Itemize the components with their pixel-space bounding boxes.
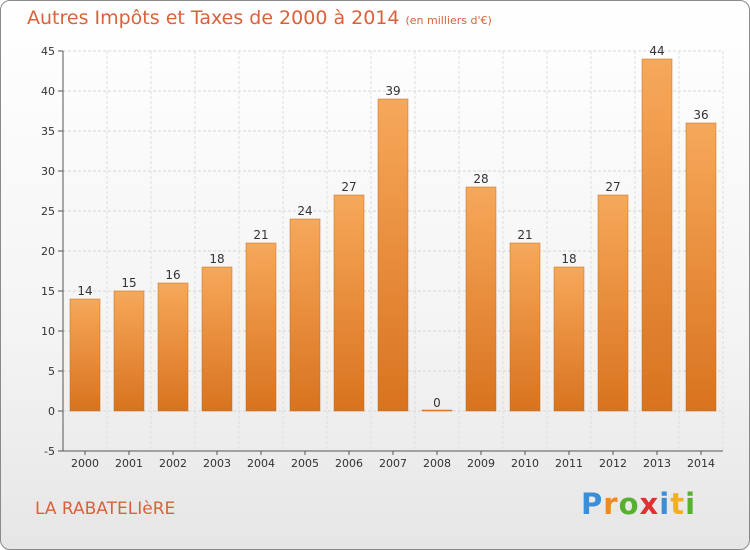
value-label-2009: 28 — [473, 172, 488, 186]
bar-2001 — [113, 290, 145, 412]
logo-letter-1: r — [603, 487, 619, 521]
logo-letter-6: i — [685, 487, 697, 521]
y-tick-label: -5 — [44, 445, 55, 458]
y-tick-label: 0 — [48, 405, 55, 418]
value-label-2004: 21 — [253, 228, 268, 242]
value-label-2002: 16 — [165, 268, 180, 282]
unit-note: (en milliers d'€) — [405, 14, 492, 27]
logo-letter-0: P — [581, 487, 604, 521]
value-label-2006: 27 — [341, 180, 356, 194]
x-tick-label-2007: 2007 — [379, 457, 407, 470]
bar-layer — [69, 58, 717, 412]
x-tick-label-2001: 2001 — [115, 457, 143, 470]
chart-title-text: Autres Impôts et Taxes de 2000 à 2014 — [27, 7, 400, 29]
x-tick-label-2014: 2014 — [687, 457, 715, 470]
x-tick-label-2000: 2000 — [71, 457, 99, 470]
value-label-2013: 44 — [649, 44, 664, 58]
y-tick-label: 20 — [41, 245, 55, 258]
value-label-2010: 21 — [517, 228, 532, 242]
value-label-2007: 39 — [385, 84, 400, 98]
commune-name: LA RABATELIèRE — [35, 499, 176, 519]
x-tick-label-2012: 2012 — [599, 457, 627, 470]
logo-letter-2: o — [618, 487, 640, 521]
label-layer: -5 0 5 10 15 20 25 30 35 40 45 14 2000 15 2001 16 2002 18… — [41, 44, 715, 470]
x-tick-label-2013: 2013 — [643, 457, 671, 470]
value-label-2000: 14 — [77, 284, 92, 298]
x-tick-label-2010: 2010 — [511, 457, 539, 470]
value-label-2008: 0 — [433, 396, 441, 410]
proxiti-logo: Proxiti — [581, 487, 696, 521]
y-tick-label: 25 — [41, 205, 55, 218]
x-tick-label-2006: 2006 — [335, 457, 363, 470]
y-tick-label: 30 — [41, 165, 55, 178]
bar-2002 — [157, 282, 189, 412]
bar-2007 — [377, 98, 409, 412]
value-label-2005: 24 — [297, 204, 312, 218]
logo-letter-5: t — [670, 487, 686, 521]
bar-2010 — [509, 242, 541, 412]
logo-letter-3: x — [639, 487, 660, 521]
bar-2009 — [465, 186, 497, 412]
chart-title: Autres Impôts et Taxes de 2000 à 2014 (en… — [27, 7, 492, 29]
y-tick-label: 40 — [41, 85, 55, 98]
x-tick-label-2005: 2005 — [291, 457, 319, 470]
bar-2011 — [553, 266, 585, 412]
y-tick-label: 15 — [41, 285, 55, 298]
value-label-2012: 27 — [605, 180, 620, 194]
bar-2003 — [201, 266, 233, 412]
bar-2006 — [333, 194, 365, 412]
bar-2013 — [641, 58, 673, 412]
x-tick-label-2009: 2009 — [467, 457, 495, 470]
bar-2004 — [245, 242, 277, 412]
x-tick-label-2004: 2004 — [247, 457, 275, 470]
logo-letter-4: i — [659, 487, 671, 521]
y-tick-label: 10 — [41, 325, 55, 338]
x-tick-label-2011: 2011 — [555, 457, 583, 470]
bar-2014 — [685, 122, 717, 412]
y-tick-label: 35 — [41, 125, 55, 138]
bar-2000 — [69, 298, 101, 412]
y-tick-label: 5 — [48, 365, 55, 378]
x-tick-label-2003: 2003 — [203, 457, 231, 470]
bar-2008 — [421, 409, 453, 412]
value-label-2001: 15 — [121, 276, 136, 290]
value-label-2011: 18 — [561, 252, 576, 266]
value-label-2014: 36 — [693, 108, 708, 122]
y-tick-label: 45 — [41, 45, 55, 58]
value-label-2003: 18 — [209, 252, 224, 266]
bar-2012 — [597, 194, 629, 412]
x-tick-label-2008: 2008 — [423, 457, 451, 470]
bar-2005 — [289, 218, 321, 412]
x-tick-label-2002: 2002 — [159, 457, 187, 470]
